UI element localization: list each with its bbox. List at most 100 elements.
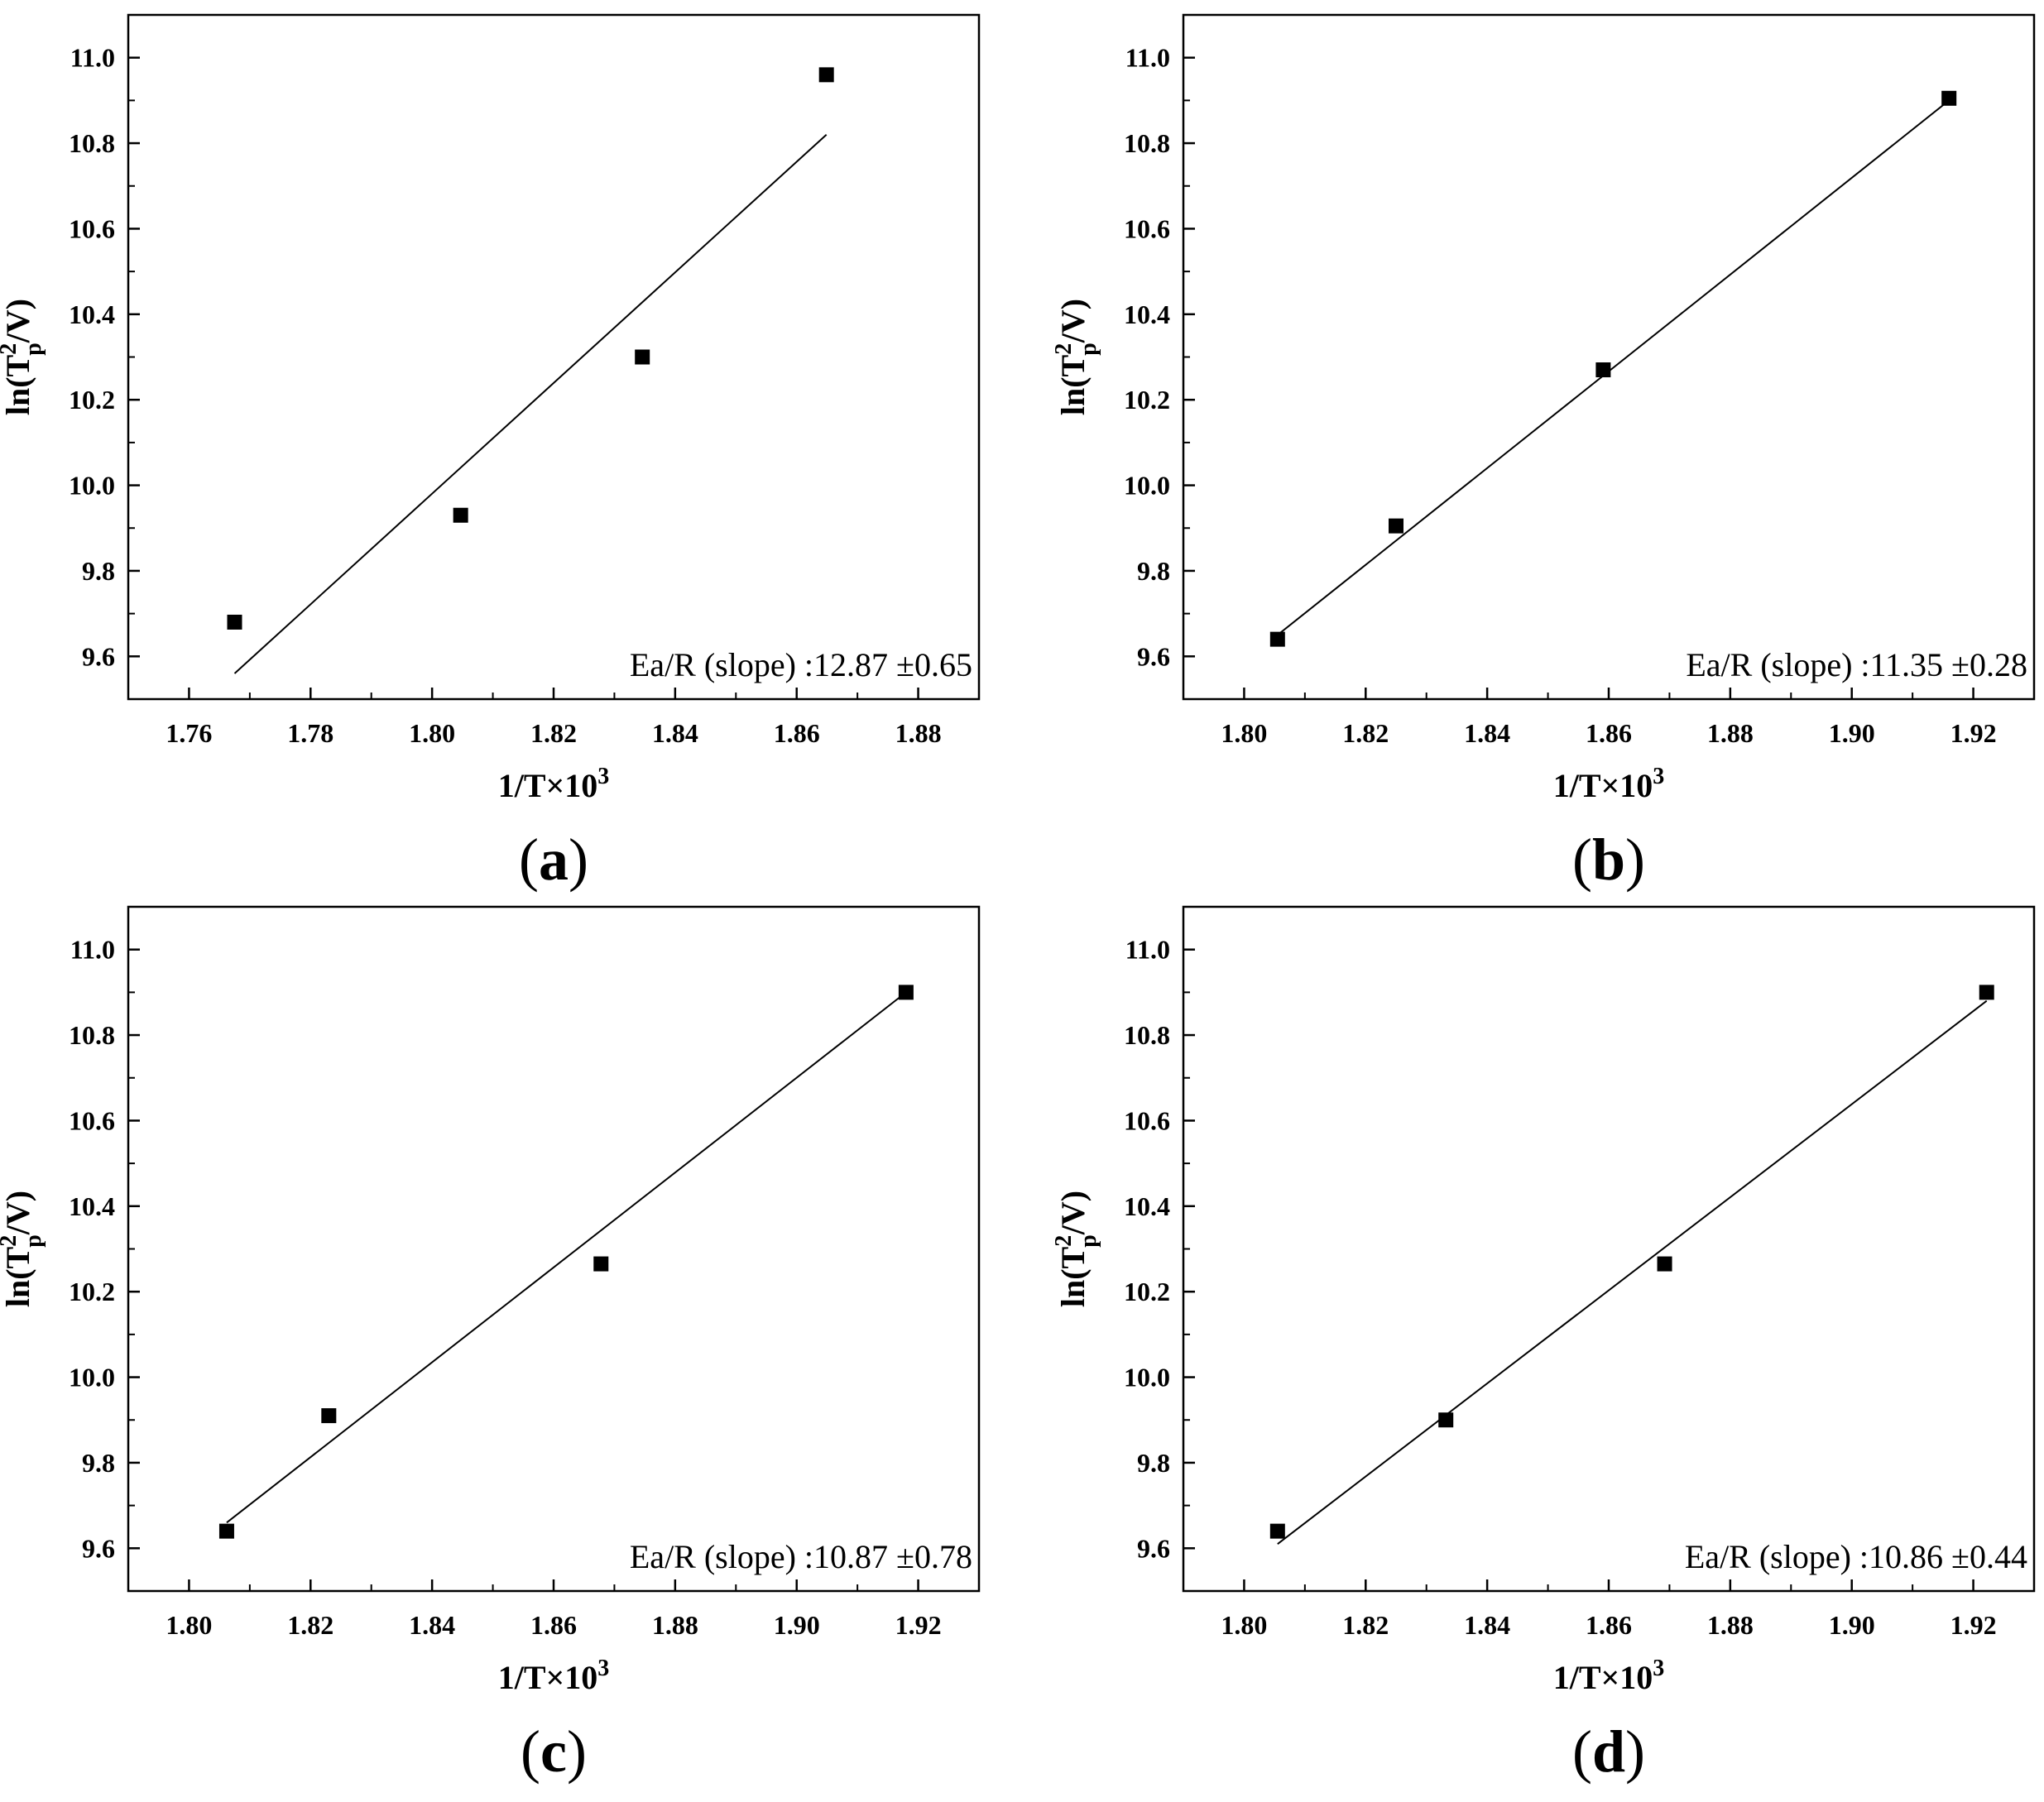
y-tick-label: 10.4 <box>69 300 115 329</box>
y-axis-title: ln(T2p/V) <box>0 299 46 415</box>
y-tick-label: 10.8 <box>1124 1020 1170 1050</box>
y-tick-label: 10.8 <box>69 128 115 158</box>
y-tick-label: 10.4 <box>1124 1191 1170 1221</box>
x-tick-label: 1.92 <box>1950 1610 1997 1640</box>
x-tick-label: 1.80 <box>409 718 455 748</box>
y-tick-label: 10.0 <box>1124 471 1170 501</box>
x-tick-label: 1.86 <box>774 718 820 748</box>
y-tick-label: 10.4 <box>1124 300 1170 329</box>
panel-label: (d) <box>1572 1718 1645 1785</box>
x-tick-label: 1.80 <box>1221 1610 1267 1640</box>
data-point <box>593 1256 609 1272</box>
x-tick-label: 1.80 <box>1221 718 1267 748</box>
data-point <box>1269 631 1285 647</box>
x-tick-label: 1.84 <box>409 1610 455 1640</box>
x-tick-label: 1.88 <box>1707 718 1754 748</box>
y-tick-label: 9.6 <box>1137 641 1170 671</box>
chart-panel-a: 1.76 1.78 1.80 1.82 1.84 1.86 1.88 9.6 9.8 10.0 10… <box>0 13 981 893</box>
y-tick-label: 9.6 <box>1137 1533 1170 1563</box>
chart-panel-d: 1.80 1.82 1.84 1.86 1.88 1.90 1.92 9.6 9.8 10.0 10… <box>1051 905 2036 1785</box>
x-tick-label: 1.92 <box>895 1610 942 1640</box>
slope-annotation: Ea/R (slope) :10.86 ±0.44 <box>1685 1538 2027 1575</box>
x-axis-title: 1/T×103 <box>498 764 610 804</box>
y-tick-label: 11.0 <box>70 935 115 965</box>
y-tick-label: 9.6 <box>82 1533 115 1563</box>
x-axis-title: 1/T×103 <box>1553 764 1665 804</box>
data-point <box>818 67 834 83</box>
x-tick-label: 1.86 <box>1586 1610 1632 1640</box>
data-point <box>1595 362 1611 378</box>
data-point <box>227 614 242 630</box>
data-point <box>1941 90 1957 106</box>
y-tick-label: 9.8 <box>1137 556 1170 586</box>
data-point <box>321 1408 337 1424</box>
y-tick-label: 10.0 <box>69 471 115 501</box>
slope-annotation: Ea/R (slope) :10.87 ±0.78 <box>630 1538 972 1575</box>
chart-panel-b: 1.80 1.82 1.84 1.86 1.88 1.90 1.92 9.6 9.8 10.0 10… <box>1051 13 2036 893</box>
y-tick-label: 11.0 <box>1125 43 1170 73</box>
x-tick-label: 1.82 <box>1342 718 1389 748</box>
x-tick-label: 1.88 <box>895 718 942 748</box>
panel-label: (b) <box>1572 827 1645 893</box>
data-point <box>1269 1523 1285 1539</box>
y-tick-label: 10.2 <box>1124 1277 1170 1306</box>
data-point <box>218 1523 234 1539</box>
panel-label: (c) <box>521 1718 587 1785</box>
y-axis-title: ln(T2p/V) <box>1051 299 1101 415</box>
x-tick-label: 1.92 <box>1950 718 1997 748</box>
y-tick-label: 9.6 <box>82 641 115 671</box>
x-tick-label: 1.84 <box>1464 1610 1510 1640</box>
y-tick-label: 9.8 <box>82 556 115 586</box>
x-tick-label: 1.84 <box>1464 718 1510 748</box>
data-point <box>1979 985 1994 1000</box>
fit-line <box>1277 99 1950 636</box>
y-tick-label: 10.2 <box>69 1277 115 1306</box>
y-tick-label: 10.0 <box>1124 1363 1170 1392</box>
y-tick-label: 10.4 <box>69 1191 115 1221</box>
y-tick-label: 11.0 <box>1125 935 1170 965</box>
x-tick-label: 1.82 <box>287 1610 333 1640</box>
y-tick-label: 10.6 <box>1124 213 1170 243</box>
x-tick-label: 1.82 <box>530 718 577 748</box>
x-tick-label: 1.88 <box>652 1610 698 1640</box>
y-tick-label: 10.0 <box>69 1363 115 1392</box>
x-tick-label: 1.88 <box>1707 1610 1754 1640</box>
data-point <box>1438 1412 1454 1428</box>
x-tick-label: 1.86 <box>530 1610 577 1640</box>
y-tick-label: 10.6 <box>69 213 115 243</box>
x-tick-label: 1.76 <box>166 718 212 748</box>
x-tick-label: 1.86 <box>1586 718 1632 748</box>
x-axis-title: 1/T×103 <box>498 1656 610 1696</box>
y-tick-label: 10.8 <box>69 1020 115 1050</box>
x-tick-label: 1.90 <box>1829 718 1875 748</box>
y-axis-title: ln(T2p/V) <box>1051 1191 1101 1307</box>
x-tick-label: 1.90 <box>1829 1610 1875 1640</box>
y-tick-label: 9.8 <box>82 1448 115 1478</box>
fit-line <box>1277 999 1988 1545</box>
fit-line <box>226 991 907 1524</box>
x-tick-label: 1.82 <box>1342 1610 1389 1640</box>
x-tick-label: 1.90 <box>774 1610 820 1640</box>
data-point <box>1657 1256 1672 1272</box>
panel-label: (a) <box>519 827 588 893</box>
x-axis-title: 1/T×103 <box>1553 1656 1665 1696</box>
x-tick-label: 1.80 <box>166 1610 212 1640</box>
fit-line <box>233 133 828 674</box>
y-tick-label: 10.8 <box>1124 128 1170 158</box>
slope-annotation: Ea/R (slope) :12.87 ±0.65 <box>630 646 972 683</box>
x-tick-label: 1.84 <box>652 718 698 748</box>
chart-panel-c: 1.80 1.82 1.84 1.86 1.88 1.90 1.92 9.6 9.8 10.0 10… <box>0 905 981 1785</box>
data-point <box>453 507 468 523</box>
y-tick-label: 10.2 <box>1124 385 1170 415</box>
slope-annotation: Ea/R (slope) :11.35 ±0.28 <box>1686 646 2027 683</box>
y-tick-label: 10.6 <box>69 1105 115 1135</box>
data-point <box>1389 518 1403 534</box>
x-tick-label: 1.78 <box>287 718 333 748</box>
y-tick-label: 9.8 <box>1137 1448 1170 1478</box>
y-tick-label: 10.6 <box>1124 1105 1170 1135</box>
data-point <box>635 349 650 365</box>
y-tick-label: 11.0 <box>70 43 115 73</box>
data-point <box>898 985 914 1000</box>
